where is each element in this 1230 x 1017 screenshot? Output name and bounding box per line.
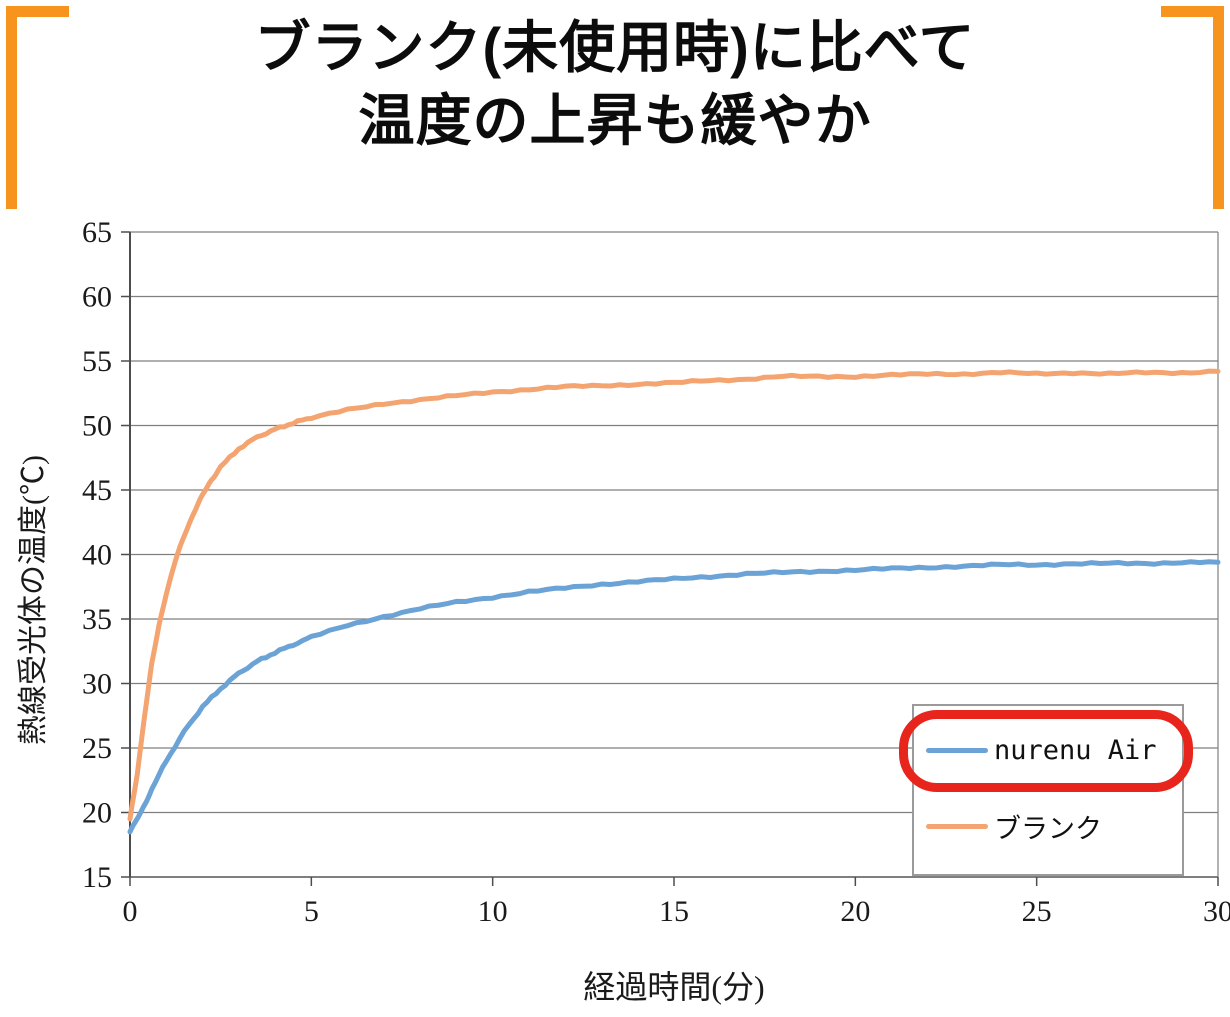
y-tick-label: 60 [82, 281, 112, 314]
legend-item-0: nurenu Air [914, 735, 1182, 766]
x-tick-label: 5 [304, 895, 319, 928]
legend-label: ブランク [994, 813, 1102, 845]
series-line-0 [127, 559, 1221, 835]
legend-label: nurenu Air [994, 734, 1157, 766]
title-line-2: 温度の上昇も緩やか [358, 88, 872, 152]
y-tick-label: 15 [82, 861, 112, 894]
x-tick-label: 25 [1022, 895, 1052, 928]
y-tick-label: 55 [82, 345, 112, 378]
y-tick-label: 30 [82, 668, 112, 701]
series-line-1 [127, 368, 1221, 822]
legend-item-1: ブランク [914, 807, 1182, 846]
x-tick-label: 15 [659, 895, 689, 928]
y-tick-label: 65 [82, 216, 112, 249]
chart-legend: nurenu Air ブランク [912, 704, 1184, 876]
legend-line-swatch [926, 747, 988, 753]
title-corner-bracket-right [1161, 6, 1224, 209]
x-tick-label: 20 [840, 895, 870, 928]
x-tick-label: 30 [1203, 895, 1230, 928]
y-tick-label: 45 [82, 474, 112, 507]
x-tick-label: 0 [123, 895, 138, 928]
x-tick-label: 10 [478, 895, 508, 928]
x-axis-title: 経過時間(分) [583, 969, 765, 1005]
y-axis-title: 熱線受光体の温度(℃) [17, 455, 50, 745]
y-tick-label: 50 [82, 410, 112, 443]
title-corner-bracket-left [6, 6, 69, 209]
legend-line-swatch [926, 823, 988, 829]
y-tick-label: 40 [82, 539, 112, 572]
y-tick-label: 35 [82, 603, 112, 636]
title-line-1: ブランク(未使用時)に比べて [254, 16, 976, 79]
y-tick-label: 25 [82, 732, 112, 765]
page-title: ブランク(未使用時)に比べて 温度の上昇も緩やか [60, 12, 1170, 158]
y-tick-label: 20 [82, 797, 112, 830]
